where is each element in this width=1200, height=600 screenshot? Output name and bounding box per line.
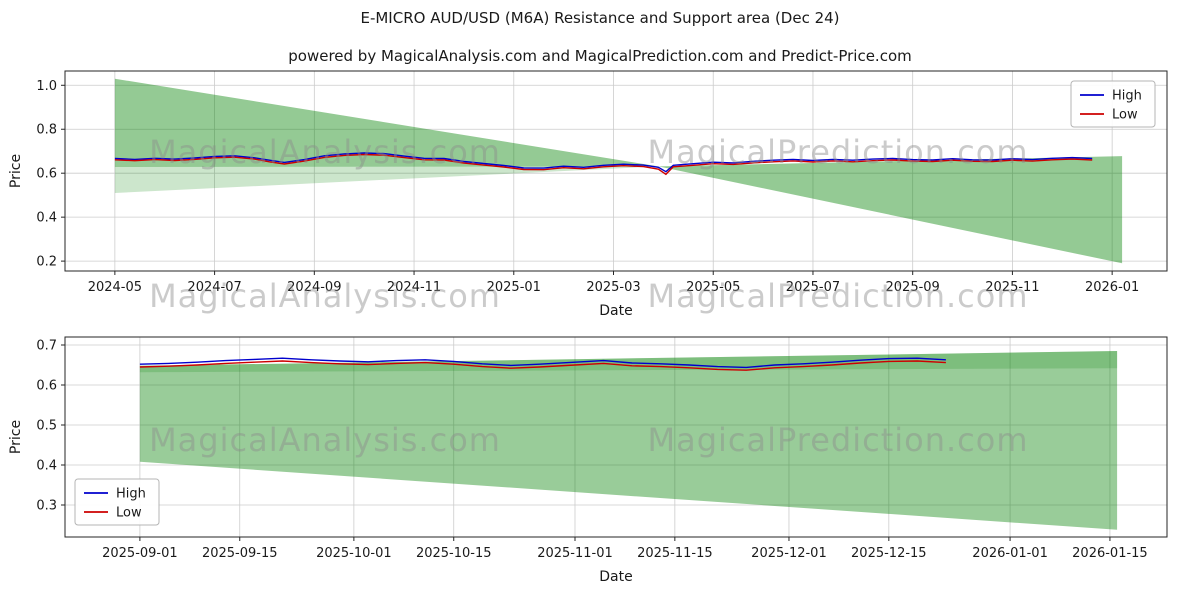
x-axis-label: Date <box>599 303 632 319</box>
y-tick-label: 0.4 <box>36 211 57 226</box>
x-tick-label: 2025-12-01 <box>751 546 827 561</box>
price-chart-top: 2024-05 2024-07 2024-09 2024-11 2025-01 2025-… <box>8 70 1168 319</box>
resistance-wedge-upper-left <box>114 78 659 167</box>
x-tick-label: 2025-10-15 <box>416 546 492 561</box>
legend-label: High <box>116 487 146 502</box>
x-tick-label: 2026-01 <box>1085 280 1139 295</box>
y-tick-label: 0.5 <box>36 419 57 434</box>
x-tick-label: 2024-05 <box>88 280 142 295</box>
x-tick-label: 2025-12-15 <box>851 546 927 561</box>
y-axis-label: Price <box>8 154 24 188</box>
chart-subtitle: powered by MagicalAnalysis.com and Magic… <box>288 47 912 65</box>
legend-box <box>1070 80 1156 128</box>
price-chart-bottom: 2025-09-01 2025-09-15 2025-10-01 2025-10-15… <box>8 336 1168 585</box>
x-tick-label: 2025-11-15 <box>637 546 713 561</box>
low-line <box>139 360 946 371</box>
x-tick-label: 2026-01-01 <box>972 546 1048 561</box>
legend-label: Low <box>1112 108 1138 123</box>
x-tick-label: 2025-03 <box>586 280 640 295</box>
x-tick-label: 2024-11 <box>387 280 441 295</box>
x-tick-label: 2025-05 <box>686 280 740 295</box>
legend-label: Low <box>116 506 142 521</box>
x-tick-label: 2025-07 <box>786 280 840 295</box>
y-tick-label: 0.8 <box>36 123 57 138</box>
legend-box <box>74 478 160 526</box>
y-tick-label: 0.7 <box>36 339 57 354</box>
x-tick-label: 2025-11-01 <box>537 546 613 561</box>
y-tick-label: 0.2 <box>36 255 57 270</box>
low-line <box>114 153 1093 176</box>
x-tick-label: 2025-09 <box>886 280 940 295</box>
x-tick-label: 2025-01 <box>487 280 541 295</box>
x-tick-label: 2024-07 <box>187 280 241 295</box>
high-line <box>139 357 946 369</box>
legend-label: High <box>1112 89 1142 104</box>
plot-border <box>64 336 1168 538</box>
support-area <box>139 351 1118 530</box>
x-tick-label: 2026-01-15 <box>1072 546 1148 561</box>
plot-border <box>64 70 1168 272</box>
chart-title: E-MICRO AUD/USD (M6A) Resistance and Sup… <box>360 9 840 27</box>
support-strip-lower-left <box>114 166 659 193</box>
y-axis-label: Price <box>8 420 24 454</box>
y-tick-label: 0.6 <box>36 167 57 182</box>
y-tick-label: 0.4 <box>36 459 57 474</box>
support-wedge-right <box>658 156 1123 264</box>
x-tick-label: 2025-11 <box>985 280 1039 295</box>
x-axis-label: Date <box>599 569 632 585</box>
y-tick-label: 1.0 <box>36 79 57 94</box>
x-tick-label: 2025-09-15 <box>202 546 278 561</box>
x-tick-label: 2025-09-01 <box>102 546 178 561</box>
y-tick-label: 0.3 <box>36 499 57 514</box>
high-line <box>114 152 1093 173</box>
x-tick-label: 2024-09 <box>287 280 341 295</box>
y-tick-label: 0.6 <box>36 379 57 394</box>
resistance-strip <box>139 351 1118 373</box>
x-tick-label: 2025-10-01 <box>316 546 392 561</box>
